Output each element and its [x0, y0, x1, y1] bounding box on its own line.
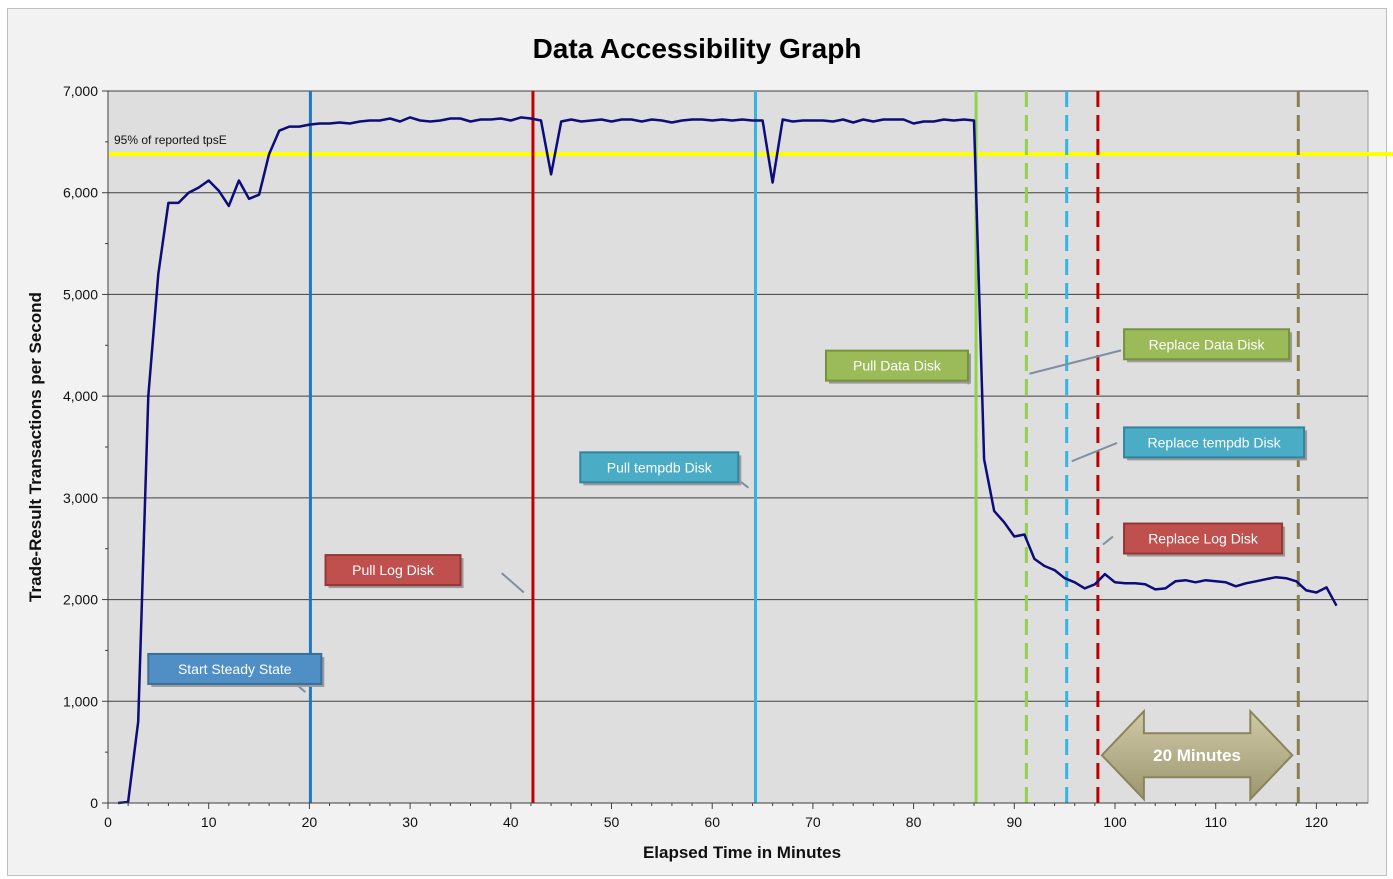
annotation-leader — [501, 572, 525, 594]
annotation-leader — [1071, 442, 1118, 463]
x-tick-label: 90 — [1007, 814, 1023, 830]
series-group — [117, 116, 1338, 805]
y-tick-label: 2,000 — [63, 592, 98, 608]
annotation-label: Pull Data Disk — [853, 358, 942, 374]
x-tick-label: 100 — [1103, 814, 1127, 830]
annotation-label: Pull tempdb Disk — [607, 459, 713, 475]
span-arrow — [1100, 708, 1294, 802]
y-tick-label: 4,000 — [63, 388, 98, 404]
annotation-label: Replace Data Disk — [1149, 336, 1266, 352]
y-tick-label: 5,000 — [63, 286, 98, 302]
gridlines — [108, 90, 1368, 702]
span-arrow-group: 20 Minutes — [1100, 708, 1294, 802]
x-axis-title: Elapsed Time in Minutes — [643, 843, 841, 862]
annotation-label: Start Steady State — [178, 661, 292, 677]
chart-title: Data Accessibility Graph — [533, 33, 862, 64]
annotation-leader — [1102, 535, 1114, 546]
annotation-box — [147, 652, 323, 685]
annotation-box — [1123, 522, 1284, 555]
annotation-box — [824, 349, 969, 382]
y-tick-label: 7,000 — [63, 83, 98, 99]
annotation-box — [1123, 426, 1306, 459]
y-tick-label: 6,000 — [63, 185, 98, 201]
x-tick-label: 120 — [1305, 814, 1329, 830]
series-line — [117, 116, 1338, 805]
annotation-box — [1123, 328, 1291, 361]
x-tick-label: 40 — [503, 814, 519, 830]
annotation-box — [324, 554, 462, 587]
reference-line-label: 95% of reported tpsE — [114, 133, 227, 147]
annotation-box — [579, 451, 740, 484]
x-tick-label: 0 — [104, 814, 112, 830]
x-tick-label: 60 — [704, 814, 720, 830]
span-arrow-label: 20 Minutes — [1153, 746, 1241, 765]
annotation-label: Replace Log Disk — [1148, 531, 1259, 547]
annotation-label: Replace tempdb Disk — [1148, 434, 1282, 450]
x-tick-label: 30 — [402, 814, 418, 830]
x-tick-label: 10 — [201, 814, 217, 830]
axes: 0 1,000 2,000 3,000 4,000 5,000 6,000 7,000 0 10 2… — [63, 83, 1368, 830]
annotations: Start Steady State Pull Log Disk Pull temp… — [147, 328, 1308, 693]
x-tick-label: 80 — [906, 814, 922, 830]
x-tick-label: 20 — [302, 814, 318, 830]
y-axis-title: Trade-Result Transactions per Second — [26, 292, 45, 602]
annotation-leader — [1029, 349, 1122, 375]
annotation-label: Pull Log Disk — [352, 562, 435, 578]
x-tick-label: 110 — [1205, 814, 1228, 830]
x-tick-label: 70 — [805, 814, 821, 830]
reference-line-group: 95% of reported tpsE — [108, 133, 1393, 157]
y-tick-label: 1,000 — [63, 693, 98, 709]
y-tick-label: 3,000 — [63, 490, 98, 506]
y-tick-label: 0 — [90, 795, 98, 811]
x-tick-label: 50 — [604, 814, 620, 830]
